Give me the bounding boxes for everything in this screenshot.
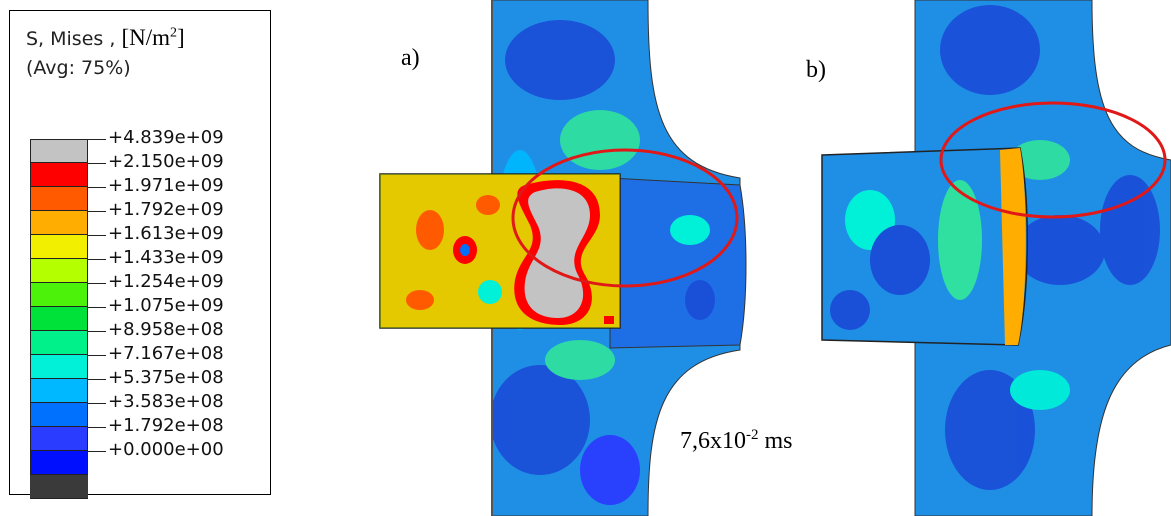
legend-tick xyxy=(88,235,106,236)
panel-b-label: b) xyxy=(806,57,826,83)
legend-level-label: +1.613e+09 xyxy=(108,223,224,244)
legend-tick xyxy=(88,211,106,212)
legend-swatch xyxy=(30,187,88,211)
legend-tick xyxy=(88,283,106,284)
legend-tick xyxy=(88,259,106,260)
legend-level-label: +0.000e+00 xyxy=(108,439,224,460)
legend-level-label: +2.150e+09 xyxy=(108,151,224,172)
legend-level-label: +4.839e+09 xyxy=(108,127,224,148)
legend-swatch xyxy=(30,331,88,355)
legend-title: S, Mises , [N/m2] xyxy=(26,25,185,50)
legend-level-label: +8.958e+08 xyxy=(108,319,224,340)
legend-tick xyxy=(88,403,106,404)
panel-b-highlight-ellipse xyxy=(939,101,1167,219)
legend-level-label: +1.075e+09 xyxy=(108,295,224,316)
legend-swatch xyxy=(30,235,88,259)
legend-swatch xyxy=(30,259,88,283)
legend-swatch xyxy=(30,283,88,307)
legend-tick xyxy=(88,139,106,140)
legend-unit: [N/m2] xyxy=(121,25,185,50)
legend-swatch xyxy=(30,355,88,379)
legend-swatch xyxy=(30,427,88,451)
legend-swatch xyxy=(30,139,88,163)
time-label: 7,6x10-2 ms xyxy=(680,427,793,454)
legend-tick xyxy=(88,427,106,428)
legend-level-label: +1.792e+09 xyxy=(108,199,224,220)
stress-legend: S, Mises , [N/m2] (Avg: 75%) +4.839e+09 +… xyxy=(9,10,271,499)
legend-average: (Avg: 75%) xyxy=(26,57,131,79)
legend-swatch xyxy=(30,307,88,331)
legend-level-label: +1.971e+09 xyxy=(108,175,224,196)
legend-swatch xyxy=(30,163,88,187)
legend-swatch xyxy=(30,451,88,475)
legend-tick xyxy=(88,187,106,188)
legend-tick xyxy=(88,163,106,164)
legend-level-label: +1.433e+09 xyxy=(108,247,224,268)
panel-a-highlight-ellipse xyxy=(511,148,739,288)
legend-level-label: +3.583e+08 xyxy=(108,391,224,412)
legend-swatch xyxy=(30,379,88,403)
panel-b-pin xyxy=(821,147,1029,346)
legend-swatch xyxy=(30,403,88,427)
legend-tick xyxy=(88,307,106,308)
legend-tick xyxy=(88,379,106,380)
legend-tick xyxy=(88,331,106,332)
legend-level-label: +7.167e+08 xyxy=(108,343,224,364)
panel-b-plate xyxy=(914,0,1171,516)
legend-level-label: +1.254e+09 xyxy=(108,271,224,292)
legend-level-label: +1.792e+08 xyxy=(108,415,224,436)
panel-a-label: a) xyxy=(401,45,420,71)
legend-swatch-bottom xyxy=(30,475,88,499)
legend-level-label: +5.375e+08 xyxy=(108,367,224,388)
panel-a-pin xyxy=(379,173,621,329)
legend-tick xyxy=(88,355,106,356)
legend-tick xyxy=(88,451,106,452)
legend-swatch xyxy=(30,211,88,235)
